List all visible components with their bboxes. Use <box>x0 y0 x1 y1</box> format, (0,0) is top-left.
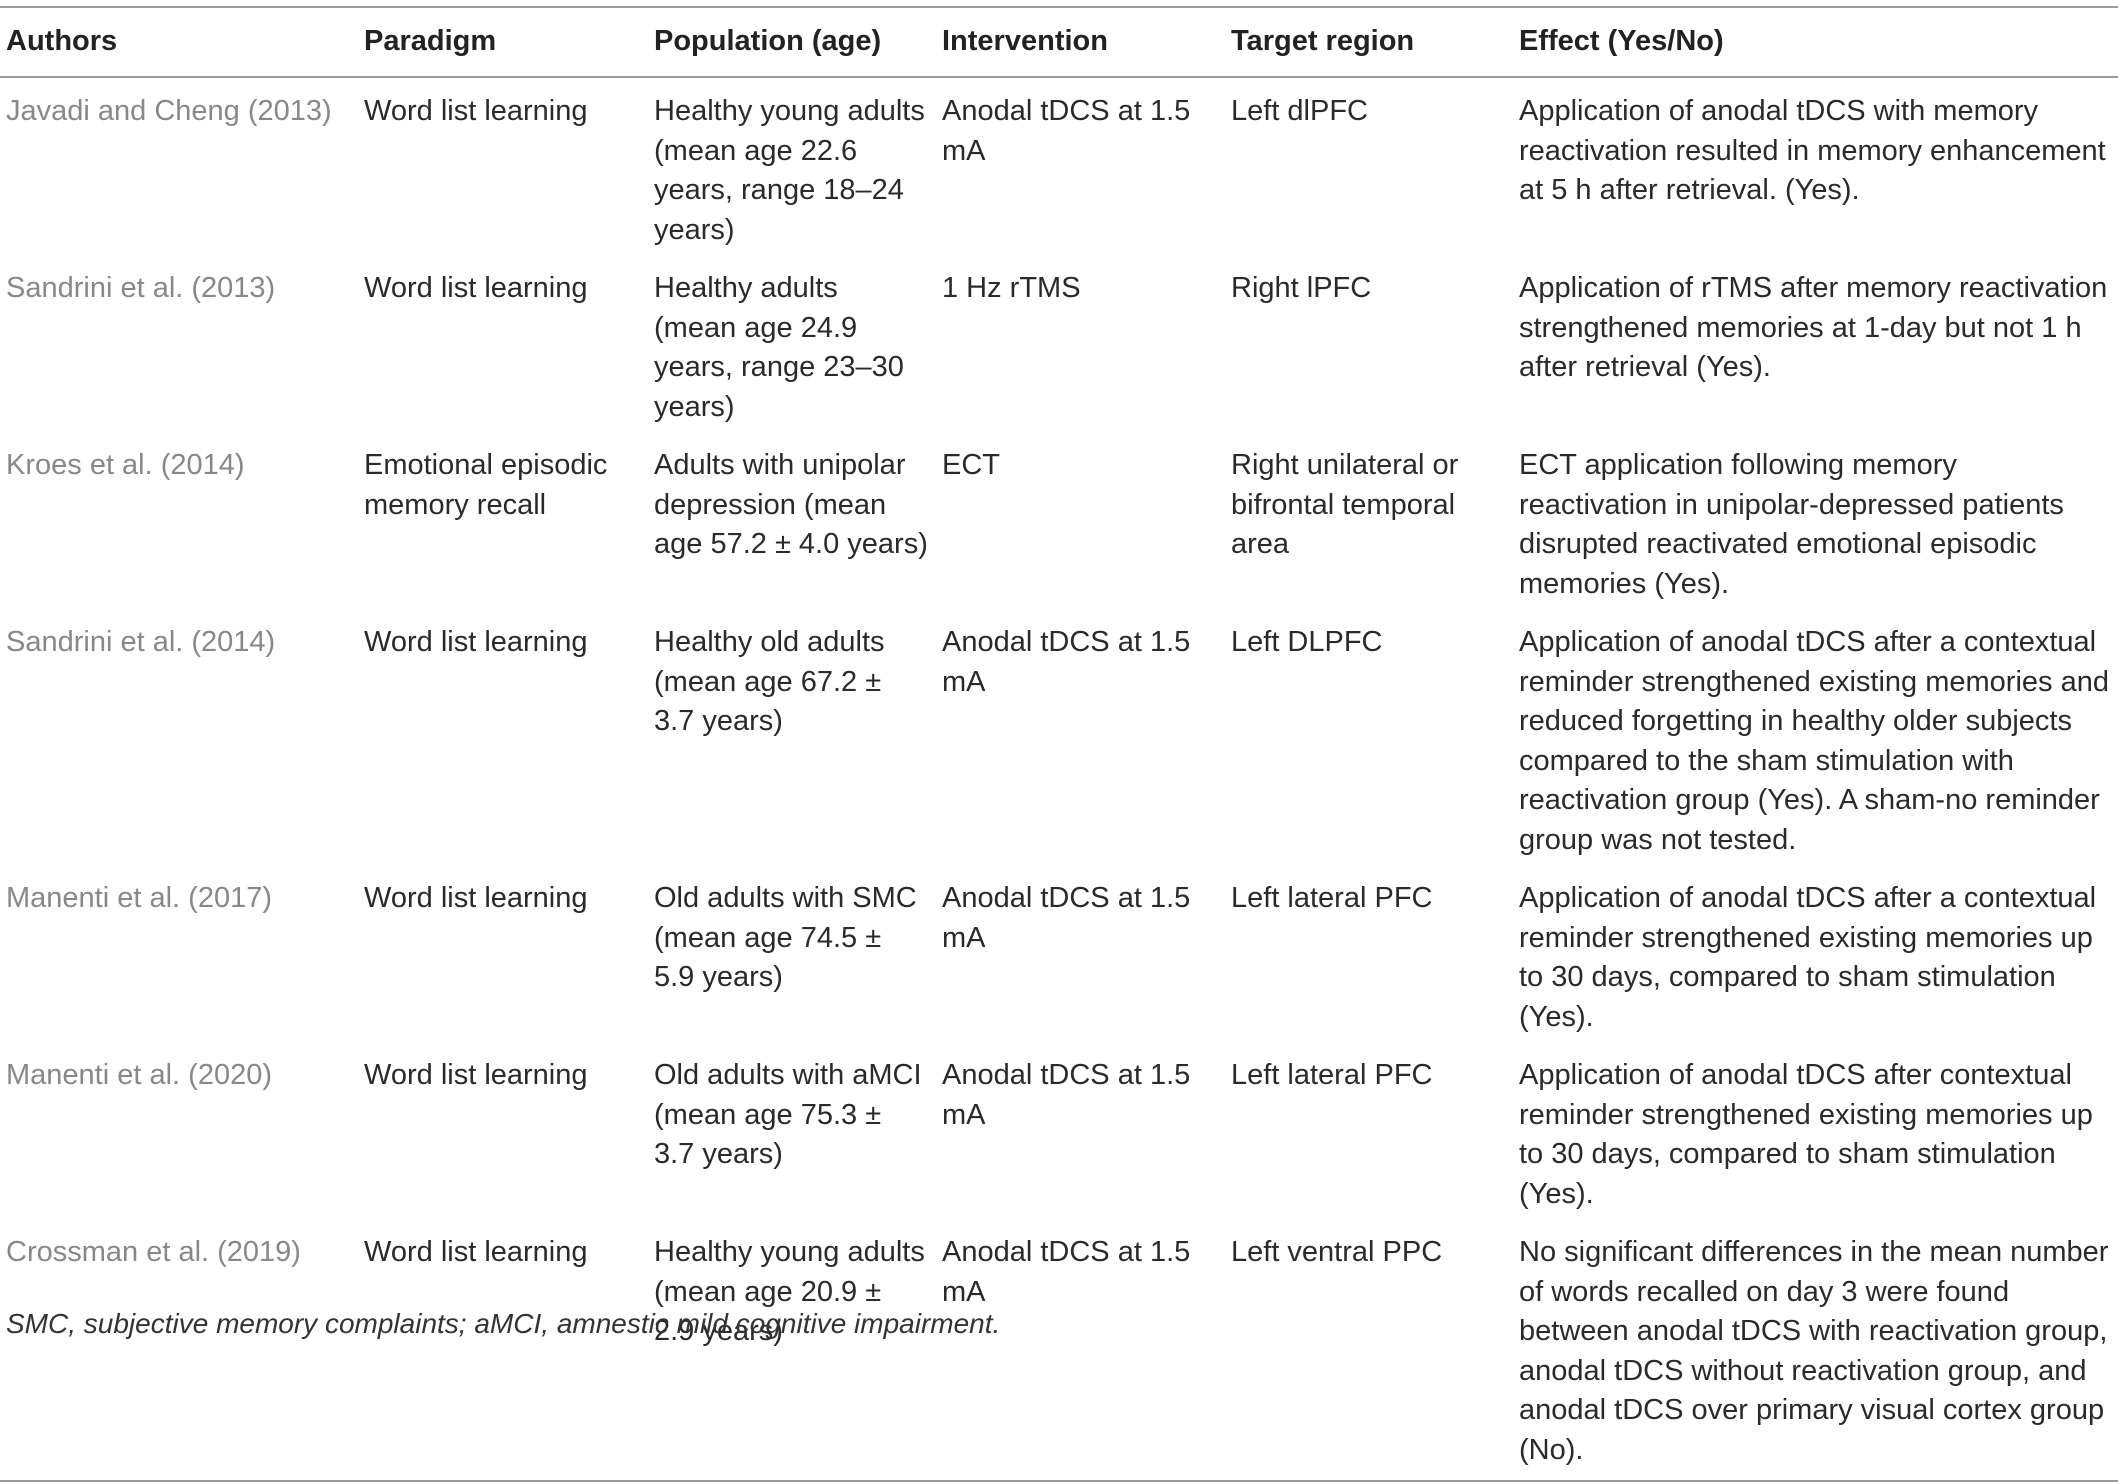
cell-target-region: Left lateral PFC <box>1231 882 1433 914</box>
cell-target-region: Left ventral PPC <box>1231 1236 1443 1268</box>
cell-paradigm: Word list learning <box>364 272 588 304</box>
cell-target-region: Left lateral PFC <box>1231 1059 1433 1091</box>
cell-effect: Application of anodal tDCS with memory r… <box>1519 95 2106 206</box>
cell-population: Old adults with SMC (mean age 74.5 ± 5.9… <box>654 882 917 993</box>
cell-effect: No significant differences in the mean n… <box>1519 1236 2109 1466</box>
cell-paradigm: Word list learning <box>364 1236 588 1268</box>
cell-paradigm: Word list learning <box>364 882 588 914</box>
table-row: Manenti et al. (2017) Word list learning… <box>0 865 2118 1042</box>
cell-paradigm: Word list learning <box>364 626 588 658</box>
header-authors: Authors <box>6 25 118 57</box>
cell-paradigm: Word list learning <box>364 1059 588 1091</box>
cell-intervention: Anodal tDCS at 1.5 mA <box>942 1059 1191 1131</box>
cell-effect: Application of anodal tDCS after context… <box>1519 1059 2093 1210</box>
header-effect: Effect (Yes/No) <box>1519 25 1724 57</box>
cell-authors: Kroes et al. (2014) <box>6 449 245 481</box>
cell-population: Adults with unipolar depression (mean ag… <box>654 449 928 560</box>
table-row: Kroes et al. (2014) Emotional episodic m… <box>0 432 2118 609</box>
cell-effect: Application of anodal tDCS after a conte… <box>1519 626 2109 856</box>
cell-authors: Manenti et al. (2020) <box>6 1059 272 1091</box>
cell-target-region: Right unilateral or bifrontal temporal a… <box>1231 449 1459 560</box>
cell-population: Healthy young adults (mean age 22.6 year… <box>654 95 925 246</box>
table-row: Sandrini et al. (2013) Word list learnin… <box>0 255 2118 432</box>
cell-target-region: Left dlPFC <box>1231 95 1368 127</box>
cell-effect: Application of anodal tDCS after a conte… <box>1519 882 2097 1033</box>
cell-intervention: ECT <box>942 449 1000 481</box>
cell-authors: Crossman et al. (2019) <box>6 1236 301 1268</box>
table-footnote: SMC, subjective memory complaints; aMCI,… <box>6 1308 1001 1339</box>
studies-table: Authors Paradigm Population (age) Interv… <box>0 6 2118 1482</box>
cell-population: Healthy adults (mean age 24.9 years, ran… <box>654 272 904 423</box>
cell-population: Old adults with aMCI (mean age 75.3 ± 3.… <box>654 1059 922 1170</box>
table-body: Javadi and Cheng (2013) Word list learni… <box>0 77 2118 1481</box>
header-row: Authors Paradigm Population (age) Interv… <box>0 7 2118 77</box>
cell-effect: ECT application following memory reactiv… <box>1519 449 2064 600</box>
cell-intervention: Anodal tDCS at 1.5 mA <box>942 626 1191 698</box>
table-header: Authors Paradigm Population (age) Interv… <box>0 7 2118 77</box>
cell-paradigm: Emotional episodic memory recall <box>364 449 608 521</box>
cell-intervention: 1 Hz rTMS <box>942 272 1081 304</box>
cell-paradigm: Word list learning <box>364 95 588 127</box>
cell-authors: Manenti et al. (2017) <box>6 882 272 914</box>
table-row: Javadi and Cheng (2013) Word list learni… <box>0 77 2118 255</box>
header-population: Population (age) <box>654 25 882 57</box>
table-row: Sandrini et al. (2014) Word list learnin… <box>0 609 2118 865</box>
cell-authors: Sandrini et al. (2013) <box>6 272 276 304</box>
table-row: Crossman et al. (2019) Word list learnin… <box>0 1219 2118 1481</box>
cell-population: Healthy young adults (mean age 20.9 ± 2.… <box>654 1236 925 1347</box>
cell-effect: Application of rTMS after memory reactiv… <box>1519 272 2108 383</box>
cell-target-region: Right lPFC <box>1231 272 1372 304</box>
header-target-region: Target region <box>1231 25 1415 57</box>
cell-intervention: Anodal tDCS at 1.5 mA <box>942 882 1191 954</box>
table-figure: Authors Paradigm Population (age) Interv… <box>0 7 2118 1481</box>
cell-intervention: Anodal tDCS at 1.5 mA <box>942 1236 1191 1308</box>
cell-authors: Sandrini et al. (2014) <box>6 626 276 658</box>
header-paradigm: Paradigm <box>364 25 497 57</box>
cell-authors: Javadi and Cheng (2013) <box>6 95 332 127</box>
table-row: Manenti et al. (2020) Word list learning… <box>0 1042 2118 1219</box>
cell-population: Healthy old adults (mean age 67.2 ± 3.7 … <box>654 626 885 737</box>
cell-intervention: Anodal tDCS at 1.5 mA <box>942 95 1191 167</box>
cell-target-region: Left DLPFC <box>1231 626 1383 658</box>
header-intervention: Intervention <box>942 25 1108 57</box>
